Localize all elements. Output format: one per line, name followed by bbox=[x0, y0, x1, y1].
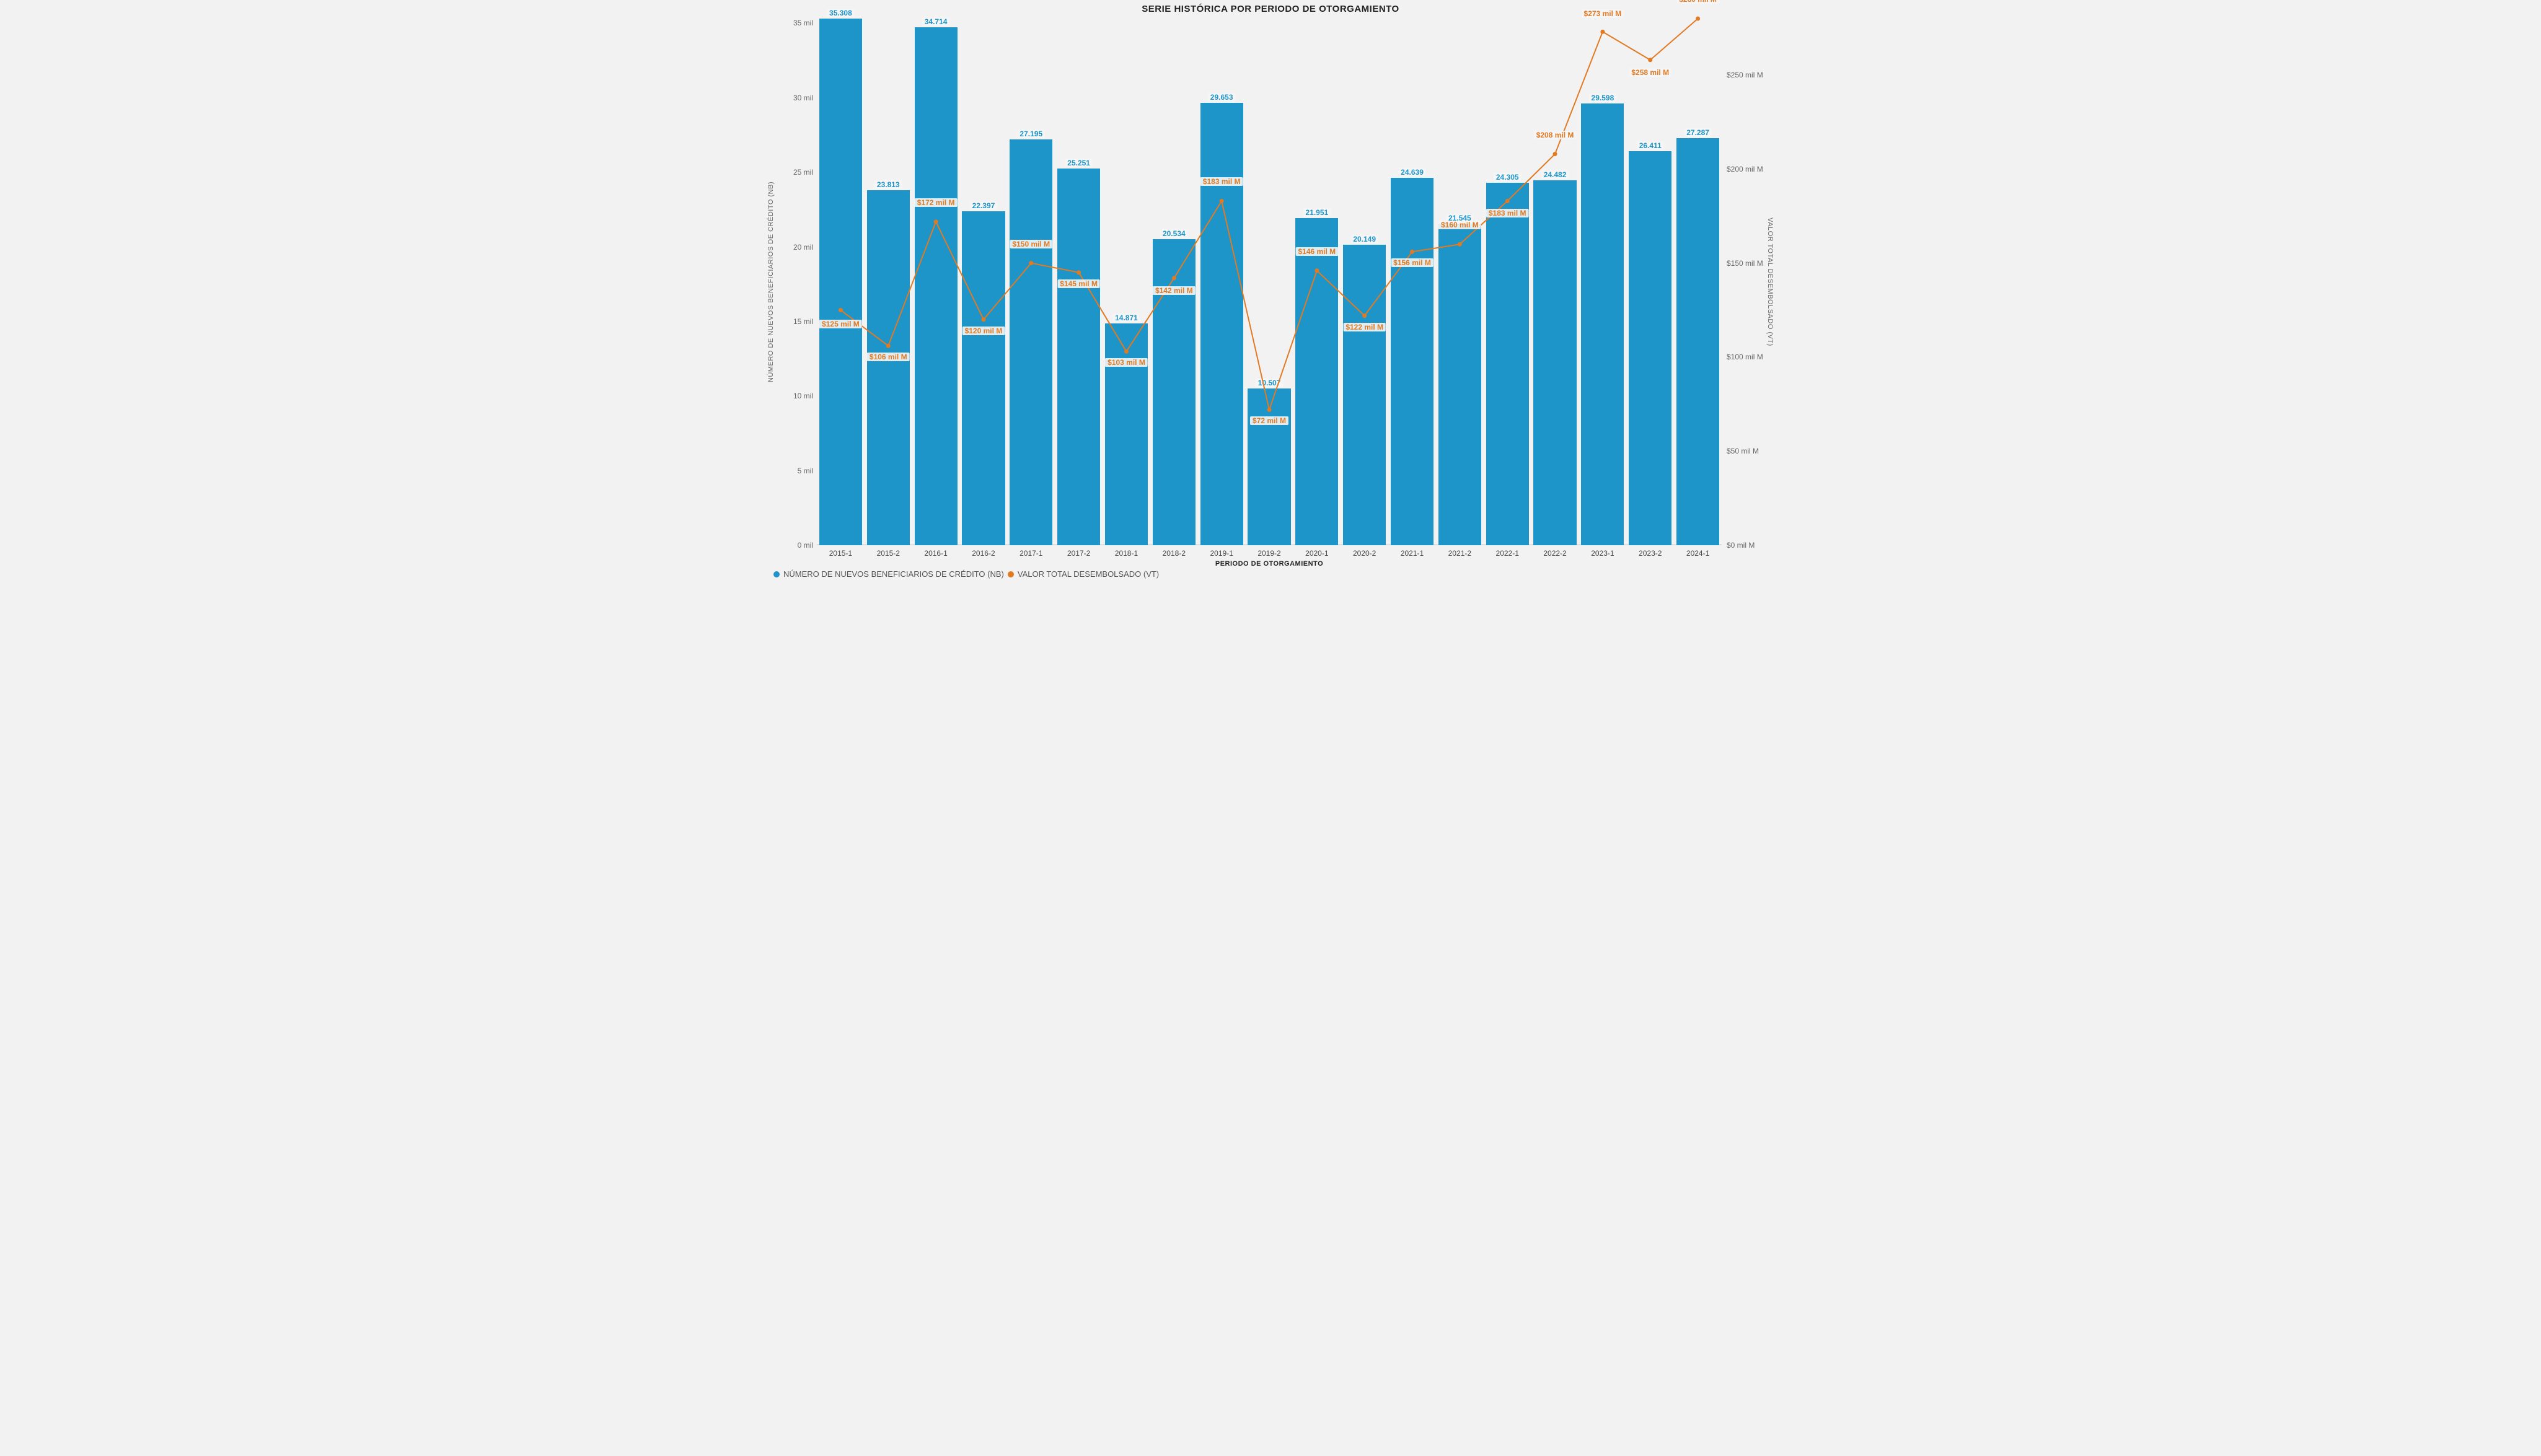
line-value-label: $72 mil M bbox=[1250, 416, 1288, 425]
x-tick: 2016-2 bbox=[972, 549, 995, 558]
line-marker bbox=[1029, 261, 1033, 265]
y-left-tick: 25 mil bbox=[793, 168, 813, 177]
y-right-axis-title: VALOR TOTAL DESEMBOLSADO (VT) bbox=[1766, 217, 1774, 346]
line-marker bbox=[1077, 270, 1081, 274]
line-marker bbox=[981, 317, 985, 322]
x-tick: 2017-1 bbox=[1019, 549, 1042, 558]
plot-area: 35.30823.81334.71422.39727.19525.25114.8… bbox=[817, 19, 1722, 545]
x-tick: 2018-1 bbox=[1115, 549, 1138, 558]
line-marker bbox=[1600, 30, 1605, 34]
line-marker bbox=[1410, 250, 1414, 254]
y-left-tick: 10 mil bbox=[793, 392, 813, 400]
line-marker bbox=[1220, 199, 1224, 203]
x-tick: 2020-2 bbox=[1353, 549, 1376, 558]
x-tick: 2020-1 bbox=[1305, 549, 1328, 558]
line-value-label: $103 mil M bbox=[1105, 358, 1148, 367]
line-value-label: $183 mil M bbox=[1200, 177, 1243, 186]
x-tick: 2023-2 bbox=[1639, 549, 1662, 558]
x-tick: 2024-1 bbox=[1686, 549, 1709, 558]
x-tick: 2022-1 bbox=[1496, 549, 1519, 558]
line-value-label: $258 mil M bbox=[1629, 68, 1671, 77]
x-tick: 2015-1 bbox=[829, 549, 852, 558]
line-value-label: $145 mil M bbox=[1057, 279, 1100, 288]
y-left-tick: 15 mil bbox=[793, 317, 813, 326]
line-overlay bbox=[817, 19, 1722, 545]
y-right-tick: $0 mil M bbox=[1727, 541, 1755, 550]
y-left-tick: 0 mil bbox=[798, 541, 813, 550]
x-tick: 2023-1 bbox=[1591, 549, 1614, 558]
x-tick: 2021-1 bbox=[1401, 549, 1424, 558]
x-tick: 2019-2 bbox=[1257, 549, 1280, 558]
chart-title: SERIE HISTÓRICA POR PERIODO DE OTORGAMIE… bbox=[762, 4, 1779, 14]
line-value-label: $280 mil M bbox=[1676, 0, 1719, 4]
legend: NÚMERO DE NUEVOS BENEFICIARIOS DE CRÉDIT… bbox=[773, 569, 1159, 579]
line-value-label: $125 mil M bbox=[819, 320, 862, 328]
x-tick: 2015-2 bbox=[877, 549, 900, 558]
legend-label-line: VALOR TOTAL DESEMBOLSADO (VT) bbox=[1018, 569, 1159, 579]
y-right-tick: $250 mil M bbox=[1727, 71, 1763, 79]
y-left-tick: 20 mil bbox=[793, 243, 813, 252]
legend-dot-line bbox=[1008, 571, 1014, 577]
chart-container: SERIE HISTÓRICA POR PERIODO DE OTORGAMIE… bbox=[762, 0, 1779, 582]
line-value-label: $183 mil M bbox=[1486, 209, 1529, 217]
line-marker bbox=[1505, 199, 1510, 203]
x-tick: 2018-2 bbox=[1163, 549, 1186, 558]
x-tick: 2021-2 bbox=[1448, 549, 1471, 558]
line-marker bbox=[886, 344, 891, 348]
line-series bbox=[840, 19, 1698, 410]
line-value-label: $150 mil M bbox=[1010, 240, 1052, 248]
x-tick: 2019-1 bbox=[1210, 549, 1233, 558]
y-left-tick: 5 mil bbox=[798, 467, 813, 475]
line-marker bbox=[1172, 276, 1176, 280]
legend-dot-bars bbox=[773, 571, 780, 577]
x-tick: 2017-2 bbox=[1067, 549, 1090, 558]
bar-value-label: 35.308 bbox=[827, 9, 855, 17]
line-value-label: $156 mil M bbox=[1391, 258, 1433, 267]
line-marker bbox=[1362, 314, 1367, 318]
line-marker bbox=[934, 219, 938, 224]
line-value-label: $142 mil M bbox=[1153, 286, 1196, 295]
line-marker bbox=[1696, 17, 1700, 21]
line-value-label: $120 mil M bbox=[962, 327, 1005, 335]
line-marker bbox=[839, 308, 843, 312]
line-value-label: $146 mil M bbox=[1295, 247, 1338, 256]
y-right-tick: $150 mil M bbox=[1727, 259, 1763, 268]
legend-label-bars: NÚMERO DE NUEVOS BENEFICIARIOS DE CRÉDIT… bbox=[783, 569, 1004, 579]
line-value-label: $160 mil M bbox=[1438, 221, 1481, 229]
line-marker bbox=[1553, 152, 1557, 156]
y-left-axis-title: NÚMERO DE NUEVOS BENEFICIARIOS DE CRÉDIT… bbox=[767, 182, 775, 382]
line-value-label: $172 mil M bbox=[915, 198, 958, 207]
y-right-tick: $100 mil M bbox=[1727, 353, 1763, 361]
line-value-label: $273 mil M bbox=[1582, 9, 1624, 18]
x-tick: 2016-1 bbox=[924, 549, 947, 558]
x-axis-title: PERIODO DE OTORGAMIENTO bbox=[1215, 560, 1323, 568]
line-marker bbox=[1267, 408, 1272, 412]
line-value-label: $122 mil M bbox=[1343, 323, 1386, 331]
line-value-label: $106 mil M bbox=[867, 353, 910, 361]
line-value-label: $208 mil M bbox=[1534, 131, 1577, 139]
x-tick: 2022-2 bbox=[1543, 549, 1566, 558]
line-marker bbox=[1458, 242, 1462, 247]
y-left-tick: 30 mil bbox=[793, 94, 813, 102]
line-marker bbox=[1315, 268, 1319, 273]
line-marker bbox=[1124, 349, 1129, 354]
y-right-tick: $200 mil M bbox=[1727, 165, 1763, 173]
line-marker bbox=[1648, 58, 1652, 62]
y-left-tick: 35 mil bbox=[793, 19, 813, 27]
y-right-tick: $50 mil M bbox=[1727, 447, 1759, 455]
